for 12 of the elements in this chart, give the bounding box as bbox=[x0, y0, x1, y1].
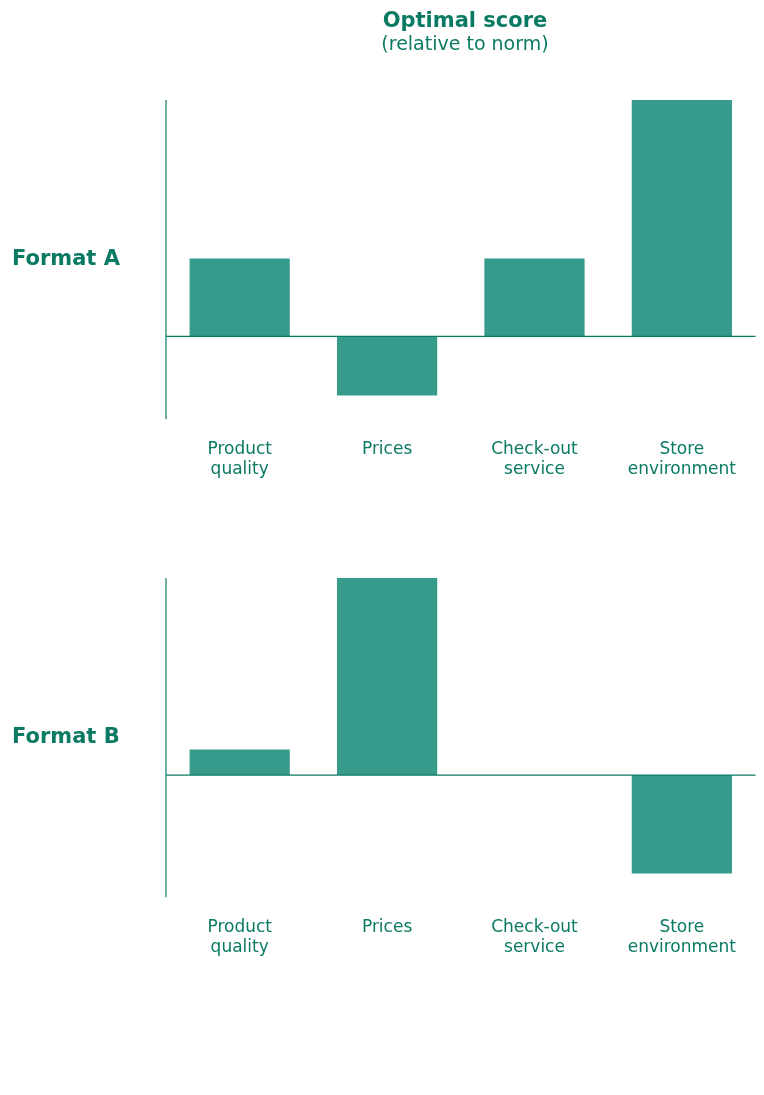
chart-title: Optimal score bbox=[381, 8, 549, 32]
x-tick-label: Store environment bbox=[627, 437, 737, 479]
y-axis-title: Format B bbox=[12, 724, 120, 748]
chart-subtitle: (relative to norm) bbox=[380, 32, 550, 54]
x-tick-label: Product quality bbox=[207, 437, 273, 479]
x-tick-label: Check-out service bbox=[491, 915, 579, 957]
x-tick-label: Store environment bbox=[627, 915, 737, 957]
y-axis-title: Format A bbox=[12, 246, 120, 270]
x-tick-label: Check-out service bbox=[491, 437, 579, 479]
x-tick-label: Prices bbox=[361, 915, 413, 936]
x-tick-label: Product quality bbox=[207, 915, 273, 957]
x-tick-label: Prices bbox=[361, 437, 413, 458]
